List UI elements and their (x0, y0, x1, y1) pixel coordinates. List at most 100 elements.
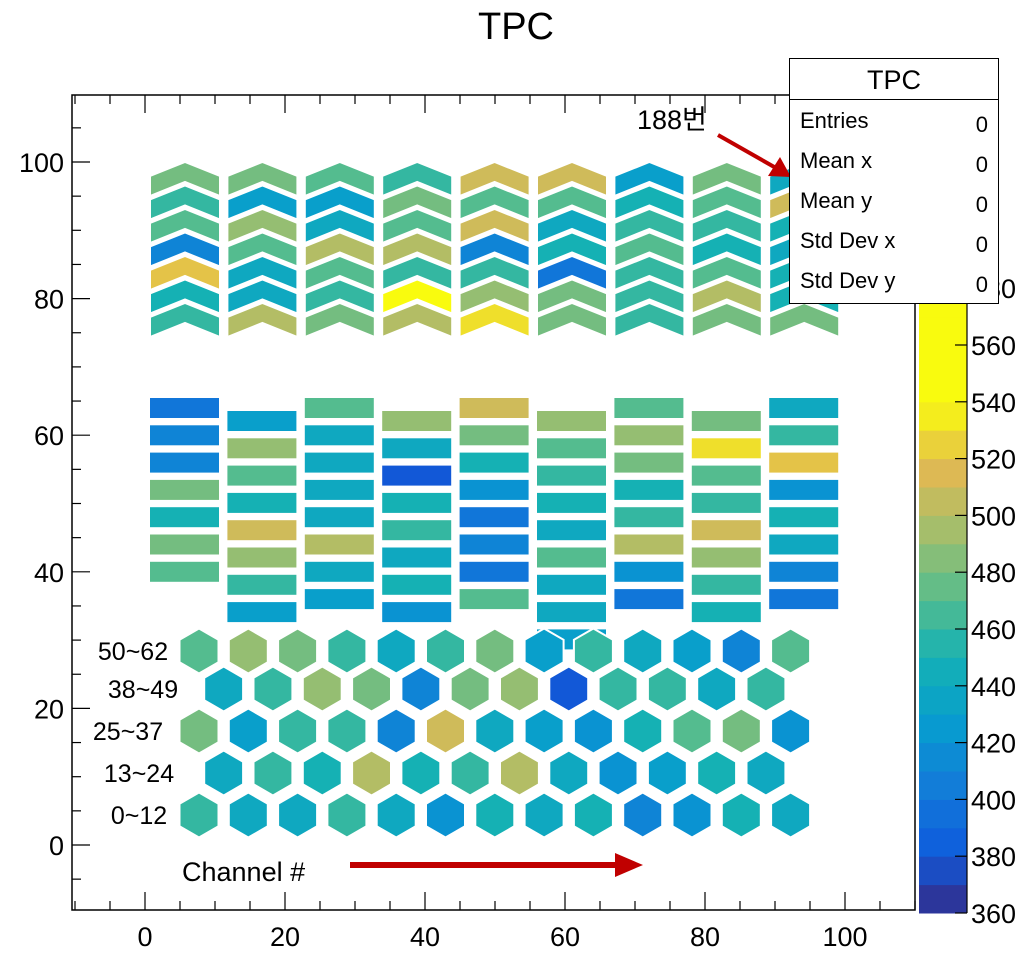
rect-pad (612, 505, 686, 530)
hex-pad (671, 791, 713, 839)
hex-pad (720, 791, 762, 839)
color-scale-label: 440 (971, 672, 1016, 702)
rect-pad (535, 600, 608, 625)
hex-pad (499, 665, 540, 713)
rect-pad (225, 600, 299, 625)
color-scale-segment (919, 543, 967, 573)
hex-pad (548, 665, 590, 713)
chevron-pad (381, 231, 454, 268)
rect-pad (380, 436, 454, 461)
rect-pad (689, 572, 763, 597)
rect-pad (767, 505, 841, 530)
x-tick-label: 60 (550, 922, 580, 952)
rect-pad (767, 532, 841, 557)
rect-pad (457, 423, 531, 448)
rect-pad (302, 587, 376, 612)
chevron-pad (303, 207, 376, 245)
chevron-pad (226, 254, 299, 292)
chevron-pad (536, 254, 608, 292)
channel-label: Channel # (182, 857, 305, 887)
chevron-pad (303, 160, 376, 198)
rect-pad (535, 409, 608, 433)
rect-pad (457, 505, 531, 530)
chart-title: TPC (478, 6, 554, 48)
hex-pad (400, 665, 442, 713)
rect-pad (225, 545, 299, 570)
color-scale-segment (919, 401, 967, 431)
hex-pad (646, 665, 688, 713)
chevron-pad (381, 301, 454, 339)
rect-pad (302, 505, 376, 530)
rect-pad (689, 545, 763, 570)
hex-pad (227, 627, 269, 675)
y-tick-label: 80 (34, 285, 64, 315)
color-scale-segment (919, 827, 967, 857)
rect-pad (535, 545, 608, 570)
chevron-pad (303, 301, 376, 339)
hex-pad (622, 707, 664, 755)
hex-pad (375, 627, 417, 675)
hex-pad (671, 627, 713, 675)
chevron-pad (613, 301, 686, 339)
hex-pad (252, 665, 294, 713)
hex-pad (252, 749, 294, 797)
chevron-pad (226, 184, 299, 221)
hex-pad (203, 749, 245, 797)
rect-pad (148, 532, 221, 557)
rect-pad (767, 559, 841, 584)
channel-arrowhead (615, 853, 643, 877)
rect-pad (612, 423, 686, 448)
chevron-pad (536, 301, 608, 339)
hex-row-label: 50~62 (98, 638, 168, 666)
hex-pad (277, 707, 319, 755)
stats-value: 0 (975, 232, 988, 257)
chevron-pad (226, 301, 299, 339)
pad-arrow (717, 133, 777, 170)
rect-pad (302, 559, 376, 584)
stats-value: 0 (975, 272, 988, 297)
rect-pad (302, 423, 376, 448)
chevron-pad (690, 207, 763, 245)
hex-pad (301, 665, 343, 713)
x-tick-label: 20 (270, 922, 300, 952)
rect-pad (302, 396, 376, 420)
chevron-pad (690, 160, 763, 198)
rect-pad (148, 505, 221, 530)
hex-pad (548, 749, 590, 797)
rect-pad (612, 450, 686, 475)
chevron-pad (226, 207, 299, 245)
hex-pad (572, 627, 614, 675)
x-tick-label: 80 (690, 922, 720, 952)
chevron-pad (613, 231, 686, 268)
x-tick-label: 100 (822, 922, 867, 952)
rect-pad (148, 559, 221, 584)
color-scale-segment (919, 515, 967, 545)
hex-pad (277, 627, 319, 675)
rect-pad (148, 396, 221, 420)
rect-pad (225, 409, 299, 433)
rect-pad (380, 409, 454, 433)
rect-pad (767, 423, 841, 448)
color-scale-label: 540 (971, 388, 1016, 418)
color-scale-segment (919, 572, 967, 602)
hex-pad (597, 749, 639, 797)
chevron-pad (536, 160, 608, 198)
hex-pad (400, 749, 442, 797)
hex-row-label: 25~37 (93, 718, 163, 746)
chevron-pad (690, 254, 763, 292)
hex-pad (745, 749, 787, 797)
stats-label: Std Dev x (800, 228, 896, 253)
rect-pad (767, 396, 841, 420)
hex-pad (178, 791, 220, 839)
hex-pad (227, 707, 269, 755)
stats-box: TPC Entries 0 Mean x 0 Mean y 0 Std Dev … (789, 58, 999, 304)
rect-pad (767, 477, 841, 502)
rect-pad (225, 572, 299, 597)
rect-pad (380, 518, 454, 543)
rect-pad (148, 423, 221, 448)
hex-pad (326, 707, 368, 755)
rect-pad (612, 559, 686, 584)
rect-pad (689, 600, 763, 625)
hex-pad (523, 627, 565, 675)
stats-label: Mean y (800, 188, 873, 213)
